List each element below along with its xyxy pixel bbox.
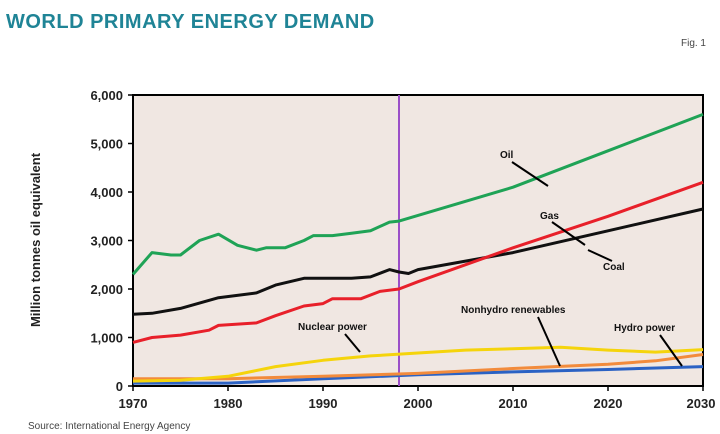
x-tick-label: 1970: [119, 396, 148, 411]
y-tick-label: 2,000: [90, 282, 123, 297]
source-note: Source: International Energy Agency: [28, 421, 190, 432]
leader-line-hydro: [659, 334, 683, 367]
series-line-oil: [131, 112, 704, 276]
x-tick-label: 1980: [214, 396, 243, 411]
series-label-hydro: Hydro power: [614, 323, 675, 334]
plot-area: [132, 94, 704, 387]
leader-line-coal: [587, 249, 613, 262]
x-tick-label: 2020: [594, 396, 623, 411]
x-tick-label: 2010: [499, 396, 528, 411]
figure-number: Fig. 1: [681, 38, 706, 49]
y-tick-label: 4,000: [90, 185, 123, 200]
y-tick-label: 0: [116, 379, 123, 394]
series-line-nonhydro-renewables: [133, 353, 704, 381]
annotations: Oil Gas Coal Nuclear power Nonhydro rene…: [298, 150, 683, 367]
y-tick-label: 1,000: [90, 331, 123, 346]
series-label-nonhydro: Nonhydro renewables: [461, 305, 566, 316]
chart-title: World primary energy demand: [6, 11, 375, 33]
y-tick-label: 5,000: [90, 137, 123, 152]
series-line-coal: [132, 207, 704, 316]
x-tick-label: 2000: [404, 396, 433, 411]
x-tick-label: 2030: [687, 396, 716, 411]
series-label-coal: Coal: [603, 262, 625, 273]
series-line-gas: [132, 180, 704, 344]
y-tick-label: 6,000: [90, 88, 123, 103]
y-axis-label: Million tonnes oil equivalent: [28, 152, 43, 327]
leader-line-gas: [551, 221, 586, 246]
series-label-nuclear: Nuclear power: [298, 322, 367, 333]
series-line-nuclear-power: [132, 345, 704, 383]
leader-line-nonhydro: [537, 316, 561, 367]
series-label-oil: Oil: [500, 150, 514, 161]
leader-line-nuclear: [344, 333, 361, 353]
x-tick-label: 1990: [309, 396, 338, 411]
y-tick-label: 3,000: [90, 234, 123, 249]
series-label-gas: Gas: [540, 211, 559, 222]
leader-line-oil: [511, 161, 549, 187]
